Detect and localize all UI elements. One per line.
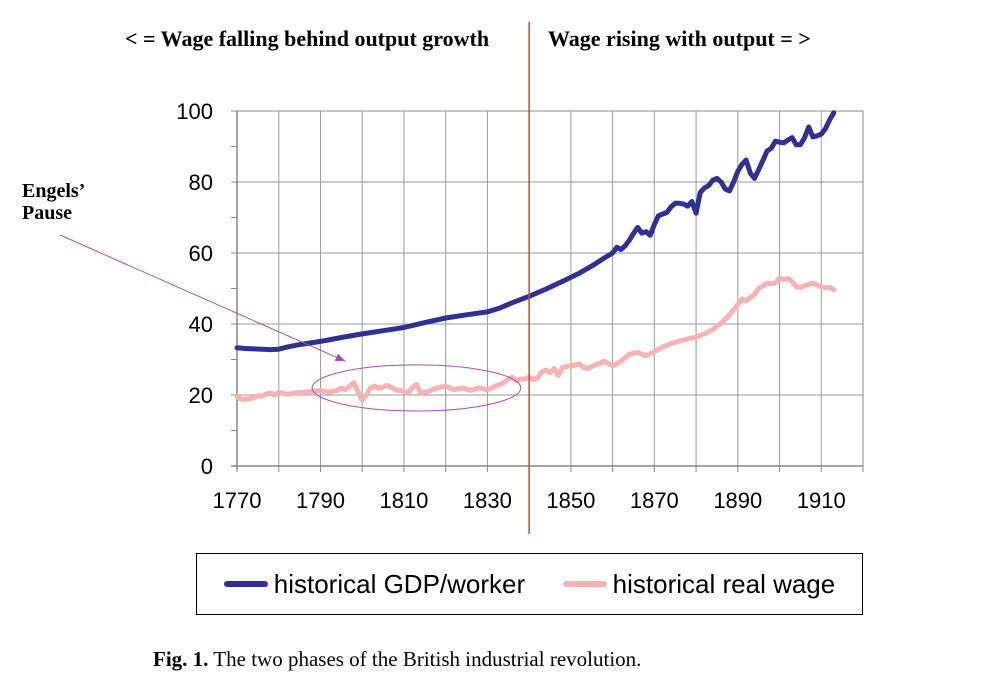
legend-label-wage: historical real wage xyxy=(612,568,836,599)
engels-pause-ellipse xyxy=(311,364,522,412)
y-tick-label-100: 100 xyxy=(176,99,213,124)
phase-left-title: < = Wage falling behind output growth xyxy=(125,26,490,51)
engels-pause-arrow xyxy=(59,234,346,362)
legend-item-gdp: historical GDP/worker xyxy=(223,568,526,600)
legend-swatch-gdp xyxy=(223,581,268,587)
x-tick-label-1810: 1810 xyxy=(379,488,428,513)
series-line-real-wage xyxy=(234,275,837,403)
y-tick-label-40: 40 xyxy=(189,312,213,337)
series-layer xyxy=(234,110,837,403)
engels-pause-arrowhead xyxy=(334,353,346,362)
legend: historical GDP/worker historical real wa… xyxy=(196,553,863,615)
legend-item-wage: historical real wage xyxy=(562,568,836,600)
x-tick-label-1770: 1770 xyxy=(213,488,262,513)
phase-right-title: Wage rising with output = > xyxy=(548,26,811,51)
y-tick-label-80: 80 xyxy=(189,170,213,195)
y-tick-label-0: 0 xyxy=(201,454,213,479)
caption-text: The two phases of the British industrial… xyxy=(213,647,642,671)
figure-caption: Fig. 1. The two phases of the British in… xyxy=(153,647,641,672)
x-tick-label-1910: 1910 xyxy=(797,488,846,513)
x-tick-label-1890: 1890 xyxy=(713,488,762,513)
y-tick-label-60: 60 xyxy=(189,241,213,266)
x-tick-label-1850: 1850 xyxy=(546,488,595,513)
x-tick-label-1830: 1830 xyxy=(463,488,512,513)
series-line-gdp-per-worker xyxy=(234,110,837,353)
legend-label-gdp: historical GDP/worker xyxy=(273,568,526,599)
y-tick-label-20: 20 xyxy=(189,383,213,408)
engels-pause-annotation: Engels’ Pause xyxy=(22,180,86,224)
x-tick-label-1790: 1790 xyxy=(296,488,345,513)
x-tick-label-1870: 1870 xyxy=(630,488,679,513)
legend-swatch-wage xyxy=(562,581,607,587)
tick-labels: 1770 1790 1810 1830 1850 1870 1890 1910 0 20 40 60 8… xyxy=(176,99,845,513)
caption-label: Fig. 1. xyxy=(153,647,209,671)
axes xyxy=(231,110,864,472)
